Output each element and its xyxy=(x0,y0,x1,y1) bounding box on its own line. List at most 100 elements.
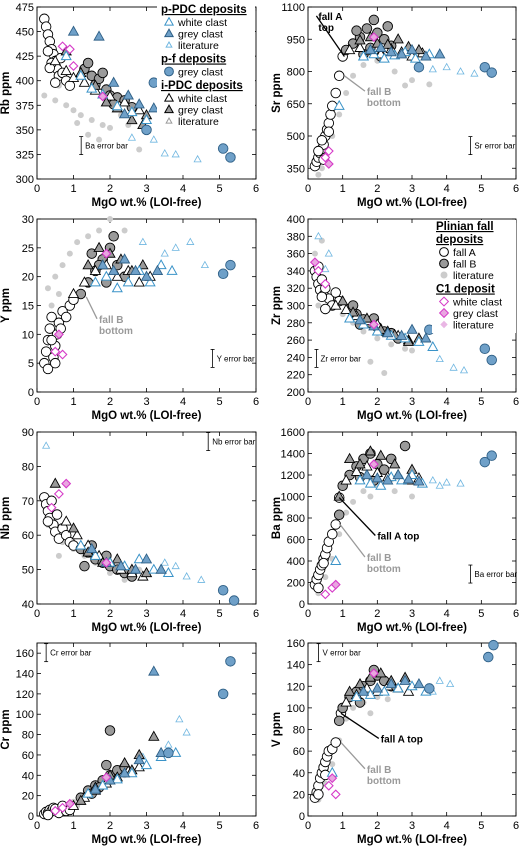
data-point-pf_grey xyxy=(141,124,152,136)
data-point-pPDC_white xyxy=(144,276,156,287)
y-tick-label: 1600 xyxy=(281,427,305,439)
x-tick-label: 5 xyxy=(216,183,222,195)
legend-marker xyxy=(440,320,448,329)
x-tick-label: 1 xyxy=(70,820,76,832)
x-tick-label: 6 xyxy=(513,608,519,620)
x-tick-label: 1 xyxy=(340,183,346,195)
data-point-fall_lit xyxy=(311,250,318,257)
y-tick-label: 200 xyxy=(287,578,305,590)
data-point-c1_white xyxy=(53,488,64,499)
y-tick-label: 120 xyxy=(16,689,34,701)
data-point-pPDC_grey xyxy=(434,48,446,59)
data-point-fall_lit xyxy=(367,710,374,717)
data-point-pPDC_lit xyxy=(160,249,169,257)
data-point-iPDC_grey xyxy=(49,477,61,488)
annotation-leader xyxy=(340,712,380,740)
data-point-pPDC_white xyxy=(427,340,439,352)
y-tick-label: 1400 xyxy=(281,449,305,461)
data-point-fall_lit xyxy=(77,112,84,119)
data-point-pPDC_lit xyxy=(171,150,180,158)
data-point-fallA xyxy=(44,323,56,334)
x-tick-label: 5 xyxy=(478,396,484,408)
y-tick-label: 70 xyxy=(22,496,34,508)
x-tick-label: 1 xyxy=(340,820,346,832)
data-point-pPDC_lit xyxy=(182,572,191,580)
data-point-pPDC_grey xyxy=(402,473,415,484)
y-tick-label: 60 xyxy=(22,750,34,762)
data-point-c1_white xyxy=(50,346,61,357)
x-tick-label: 4 xyxy=(180,608,186,620)
legend-marker xyxy=(163,28,175,38)
data-point-pPDC_white xyxy=(354,474,366,485)
y-tick-label: 500 xyxy=(287,131,305,143)
y-tick-label: 280 xyxy=(287,318,305,330)
data-point-fall_lit xyxy=(55,290,62,297)
legend-heading: Plinian fall xyxy=(436,221,494,233)
y-tick-label: 60 xyxy=(293,746,305,758)
data-point-pPDC_white xyxy=(155,259,167,270)
data-point-pPDC_white xyxy=(100,270,112,281)
plot-frame xyxy=(36,642,257,817)
data-point-iPDC_grey xyxy=(118,756,131,768)
data-point-fallA xyxy=(330,737,341,748)
data-point-iPDC_grey xyxy=(336,295,349,306)
data-point-fall_lit xyxy=(384,696,391,703)
x-tick-label: 2 xyxy=(107,396,113,408)
data-point-pPDC_grey xyxy=(107,76,120,87)
error-bar-label: Y error bar xyxy=(217,354,255,363)
data-point-iPDC_white xyxy=(350,465,363,476)
data-point-c1_grey xyxy=(101,557,112,568)
data-point-pPDC_lit xyxy=(186,237,195,245)
panel-ba: 0 1 2 3 4 5 6 0 200 400 600 800 1000 1200 1400 1600 MgO … xyxy=(271,427,519,634)
annotation-leader xyxy=(315,15,345,57)
data-point-pPDC_white xyxy=(122,276,134,287)
annotation-leader xyxy=(85,296,98,320)
data-point-fallB xyxy=(399,440,411,452)
data-point-fallB xyxy=(333,715,345,727)
data-point-fallA xyxy=(320,303,331,315)
y-tick-label: 80 xyxy=(293,725,305,737)
y-tick-label: 1000 xyxy=(281,492,305,504)
data-point-pPDC_lit xyxy=(470,69,479,77)
data-point-fallA xyxy=(46,311,57,323)
x-tick-label: 5 xyxy=(478,820,484,832)
data-point-c1_white xyxy=(64,44,75,55)
data-point-pPDC_lit xyxy=(449,363,458,371)
x-tick-label: 2 xyxy=(374,608,380,620)
data-point-pPDC_white xyxy=(140,114,153,125)
data-point-pf_grey xyxy=(479,343,491,355)
x-tick-label: 0 xyxy=(34,183,40,195)
legend-marker xyxy=(438,296,450,307)
legend-item: grey clast xyxy=(164,67,223,79)
data-point-pf_grey xyxy=(479,61,491,73)
x-tick-label: 1 xyxy=(70,183,76,195)
y-tick-label: 30 xyxy=(22,214,34,226)
x-axis-title: MgO wt.% (LOI-free) xyxy=(92,834,202,846)
legend-item-label: grey clast xyxy=(178,67,223,79)
data-point-pPDC_white xyxy=(126,767,138,778)
data-point-pPDC_white xyxy=(330,554,342,565)
data-point-pf_grey xyxy=(217,688,229,700)
y-tick-label: 200 xyxy=(287,387,305,399)
y-tick-label: 10 xyxy=(22,329,34,341)
data-point-iPDC_white xyxy=(78,276,91,287)
data-point-pf_grey xyxy=(488,639,499,651)
data-point-iPDC_white xyxy=(133,276,145,287)
legend-marker xyxy=(163,92,175,102)
data-point-fall_lit xyxy=(96,227,103,234)
data-point-fall_lit xyxy=(52,273,59,280)
data-point-fallA xyxy=(316,135,328,146)
legend-heading: C1 deposit xyxy=(436,284,495,296)
data-point-fallB xyxy=(368,14,380,26)
data-point-iPDC_white xyxy=(133,104,145,115)
data-point-iPDC_grey xyxy=(75,794,87,805)
data-point-c1_grey xyxy=(330,579,341,590)
data-point-fallB xyxy=(97,67,108,79)
annotation-label: bottom xyxy=(367,98,401,109)
data-point-fallA xyxy=(313,789,324,800)
x-tick-label: 0 xyxy=(305,396,311,408)
data-point-c1_grey xyxy=(101,772,112,783)
